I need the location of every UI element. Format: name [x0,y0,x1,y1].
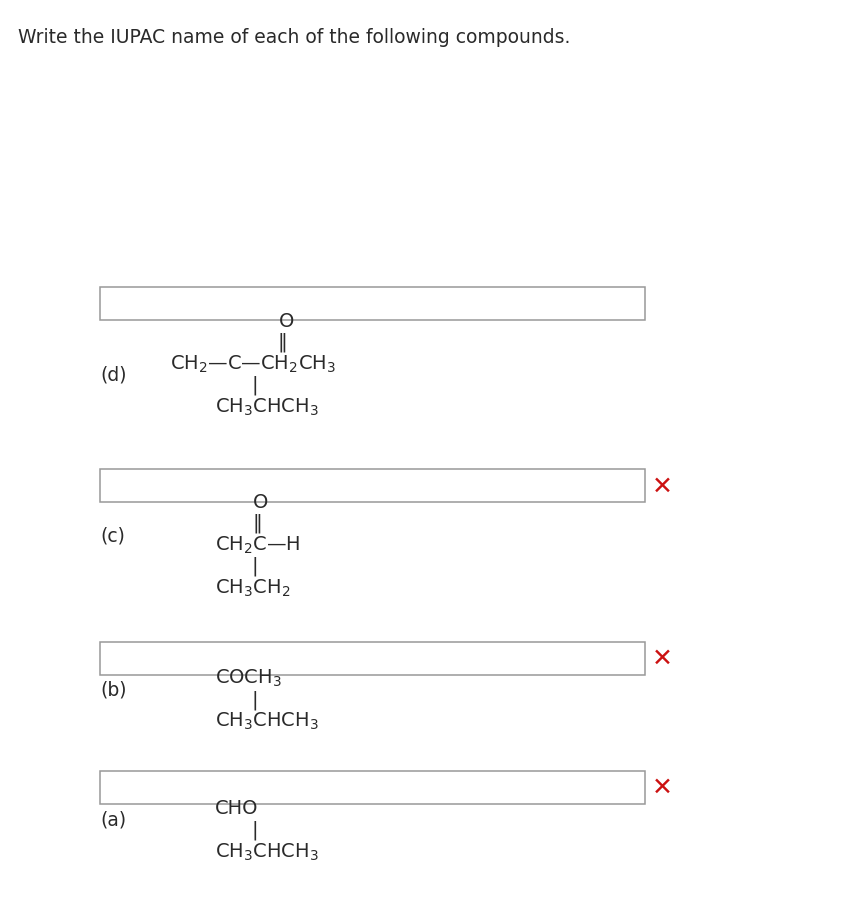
Text: |: | [252,375,258,395]
Text: ✕: ✕ [651,475,671,498]
Text: ‖: ‖ [278,333,287,353]
FancyBboxPatch shape [100,469,644,503]
Text: ✕: ✕ [651,775,671,799]
Text: |: | [252,557,258,576]
Text: ✕: ✕ [651,646,671,670]
Text: CH$_2$—C—CH$_2$CH$_3$: CH$_2$—C—CH$_2$CH$_3$ [170,353,335,375]
Text: CH$_3$CHCH$_3$: CH$_3$CHCH$_3$ [215,711,319,732]
Text: CHO: CHO [215,798,258,817]
Text: CH$_2$C—H: CH$_2$C—H [215,535,300,556]
Text: CH$_3$CH$_2$: CH$_3$CH$_2$ [215,578,290,599]
Text: (d): (d) [100,365,126,384]
Text: (b): (b) [100,680,126,699]
Text: COCH$_3$: COCH$_3$ [215,667,281,689]
Text: ‖: ‖ [252,514,263,533]
Text: CH$_3$CHCH$_3$: CH$_3$CHCH$_3$ [215,841,319,863]
Text: (c): (c) [100,526,125,545]
Text: CH$_3$CHCH$_3$: CH$_3$CHCH$_3$ [215,396,319,418]
FancyBboxPatch shape [100,288,644,321]
Text: |: | [252,820,258,840]
Text: (a): (a) [100,810,126,829]
FancyBboxPatch shape [100,642,644,675]
Text: |: | [252,691,258,710]
FancyBboxPatch shape [100,771,644,804]
Text: O: O [279,312,294,331]
Text: Write the IUPAC name of each of the following compounds.: Write the IUPAC name of each of the foll… [18,28,570,47]
Text: O: O [252,493,268,511]
